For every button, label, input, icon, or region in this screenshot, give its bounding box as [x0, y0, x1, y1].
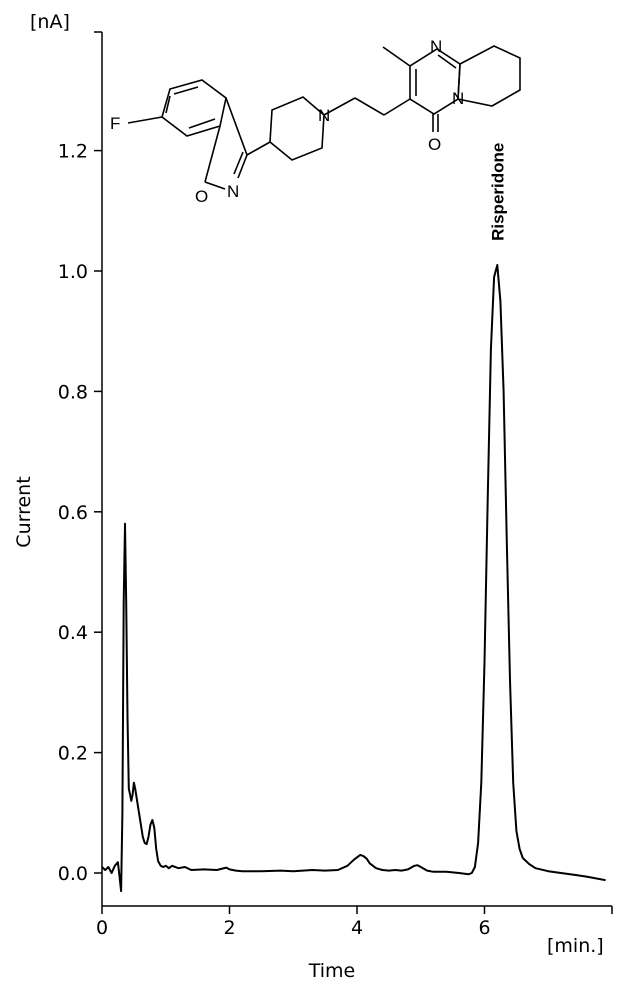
y-tick-labels: 0.0 0.2 0.4 0.6 0.8 1.0 1.2: [58, 141, 88, 885]
atom-n-bridge: N: [452, 89, 464, 108]
y-tick-label: 0.2: [58, 743, 88, 765]
y-tick-label: 0.6: [58, 502, 88, 524]
peak-label-risperidone: Risperidone: [488, 143, 507, 241]
risperidone-structure-drawing: [127, 45, 521, 190]
y-tick-label: 1.2: [58, 141, 88, 163]
y-axis-title: Current: [13, 476, 35, 547]
series-line: [101, 264, 606, 893]
y-tick-label: 0.4: [58, 622, 88, 644]
atom-o-ring: O: [195, 187, 208, 206]
x-axis-title: Time: [308, 960, 356, 982]
x-tick-label: 4: [351, 917, 363, 939]
atom-n-pyrimidine: N: [430, 37, 442, 56]
y-tick-label: 1.0: [58, 261, 88, 283]
y-tick-label: 0.8: [58, 381, 88, 403]
atom-f: F: [110, 114, 120, 133]
x-unit-label: [min.]: [547, 935, 604, 957]
x-tick-marks: [101, 906, 613, 914]
x-tick-label: 0: [96, 917, 108, 939]
x-tick-label: 2: [223, 917, 235, 939]
x-tick-label: 6: [478, 917, 490, 939]
y-tick-marks: [94, 31, 102, 874]
atom-n-piperidine: N: [318, 106, 330, 125]
atom-o-keto: O: [428, 135, 441, 154]
y-unit-label: [nA]: [30, 11, 70, 33]
atom-n-ring: N: [227, 182, 239, 201]
y-tick-label: 0.0: [58, 863, 88, 885]
x-tick-labels: 0 2 4 6: [96, 917, 491, 939]
